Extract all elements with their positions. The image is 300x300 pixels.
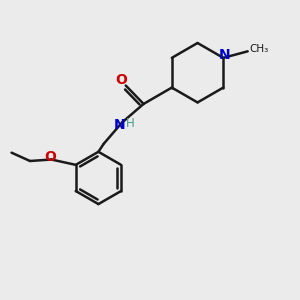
Text: O: O: [116, 73, 127, 87]
Text: O: O: [44, 150, 56, 164]
Text: H: H: [126, 117, 135, 130]
Text: N: N: [219, 49, 231, 62]
Text: N: N: [113, 118, 125, 132]
Text: CH₃: CH₃: [249, 44, 268, 54]
